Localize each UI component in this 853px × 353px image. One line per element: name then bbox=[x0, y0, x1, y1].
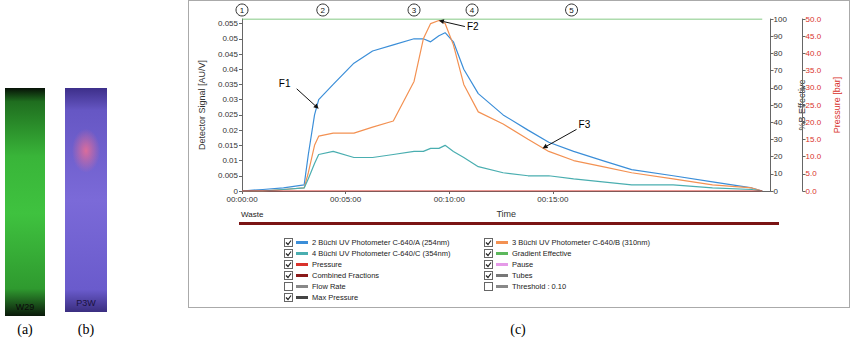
svg-text:00:00:00: 00:00:00 bbox=[226, 195, 258, 204]
html-text:2 Büchi UV Photometer C-640/A: 2 Büchi UV Photometer C-640/A (254nm) bbox=[312, 238, 450, 247]
html-text:Tubes: Tubes bbox=[512, 271, 533, 280]
svg-text:00:15:00: 00:15:00 bbox=[537, 195, 569, 204]
html-text:Flow Rate: Flow Rate bbox=[312, 282, 346, 291]
html-text:Pause: Pause bbox=[512, 260, 534, 269]
svg-text:100: 100 bbox=[774, 15, 788, 24]
svg-text:F1: F1 bbox=[279, 78, 291, 89]
svg-text:0.02: 0.02 bbox=[222, 126, 238, 135]
svg-text:10: 10 bbox=[774, 169, 783, 178]
svg-text:1: 1 bbox=[240, 6, 245, 15]
svg-text:60: 60 bbox=[774, 83, 783, 92]
html-text:Gradient Effective: Gradient Effective bbox=[512, 249, 572, 258]
html-text:(c): (c) bbox=[510, 322, 526, 337]
svg-text:90: 90 bbox=[774, 32, 783, 41]
svg-text:0.055: 0.055 bbox=[218, 19, 239, 28]
svg-text:5: 5 bbox=[569, 6, 574, 15]
svg-text:20.0: 20.0 bbox=[806, 118, 822, 127]
svg-text:0.025: 0.025 bbox=[218, 110, 239, 119]
svg-text:45.0: 45.0 bbox=[806, 32, 822, 41]
svg-text:15.0: 15.0 bbox=[806, 135, 822, 144]
svg-text:70: 70 bbox=[774, 66, 783, 75]
svg-text:25.0: 25.0 bbox=[806, 101, 822, 110]
svg-text:40.0: 40.0 bbox=[806, 49, 822, 58]
svg-text:5.0: 5.0 bbox=[806, 169, 818, 178]
html-text:P3W: P3W bbox=[76, 298, 96, 308]
svg-text:10.0: 10.0 bbox=[806, 152, 822, 161]
html-text:(b): (b) bbox=[77, 322, 95, 337]
svg-text:00:10:00: 00:10:00 bbox=[434, 195, 466, 204]
html-text:Pressure: Pressure bbox=[312, 260, 342, 269]
svg-text:Waste: Waste bbox=[241, 210, 264, 219]
html-text:Max Pressure: Max Pressure bbox=[312, 293, 359, 302]
svg-text:20: 20 bbox=[774, 152, 783, 161]
svg-text:2: 2 bbox=[321, 6, 326, 15]
svg-text:4: 4 bbox=[470, 6, 475, 15]
svg-text:0.0: 0.0 bbox=[806, 187, 818, 196]
html-text:(a): (a) bbox=[17, 322, 33, 337]
svg-text:Pressure [bar]: Pressure [bar] bbox=[832, 77, 842, 134]
html-text:Combined Fractions: Combined Fractions bbox=[312, 271, 380, 280]
svg-text:30.0: 30.0 bbox=[806, 83, 822, 92]
svg-text:0.01: 0.01 bbox=[222, 156, 238, 165]
svg-text:0.015: 0.015 bbox=[218, 141, 239, 150]
svg-text:F3: F3 bbox=[579, 119, 591, 130]
svg-text:50.0: 50.0 bbox=[806, 15, 822, 24]
svg-text:35.0: 35.0 bbox=[806, 66, 822, 75]
svg-text:F2: F2 bbox=[467, 21, 479, 32]
svg-text:0.05: 0.05 bbox=[222, 34, 238, 43]
html-text:4 Büchi UV Photometer C-640/C: 4 Büchi UV Photometer C-640/C (354nm) bbox=[312, 249, 451, 258]
svg-text:30: 30 bbox=[774, 135, 783, 144]
svg-text:0.03: 0.03 bbox=[222, 95, 238, 104]
svg-text:50: 50 bbox=[774, 101, 783, 110]
svg-text:00:05:00: 00:05:00 bbox=[330, 195, 362, 204]
svg-text:3: 3 bbox=[412, 6, 417, 15]
svg-text:80: 80 bbox=[774, 49, 783, 58]
html-text:3 Büchi UV Photometer C-640/B: 3 Büchi UV Photometer C-640/B (310nm) bbox=[512, 238, 650, 247]
svg-text:0.045: 0.045 bbox=[218, 50, 239, 59]
svg-text:0: 0 bbox=[774, 187, 779, 196]
html-text:Threshold : 0.10: Threshold : 0.10 bbox=[512, 282, 567, 291]
html-text:W29: W29 bbox=[15, 302, 35, 312]
svg-text:40: 40 bbox=[774, 118, 783, 127]
svg-text:0.005: 0.005 bbox=[218, 171, 239, 180]
svg-text:0: 0 bbox=[233, 186, 238, 196]
svg-text:Time: Time bbox=[496, 209, 516, 219]
svg-text:0.04: 0.04 bbox=[222, 65, 238, 74]
svg-text:0.035: 0.035 bbox=[218, 80, 239, 89]
svg-text:Detector Signal [AU/V]: Detector Signal [AU/V] bbox=[197, 60, 207, 150]
